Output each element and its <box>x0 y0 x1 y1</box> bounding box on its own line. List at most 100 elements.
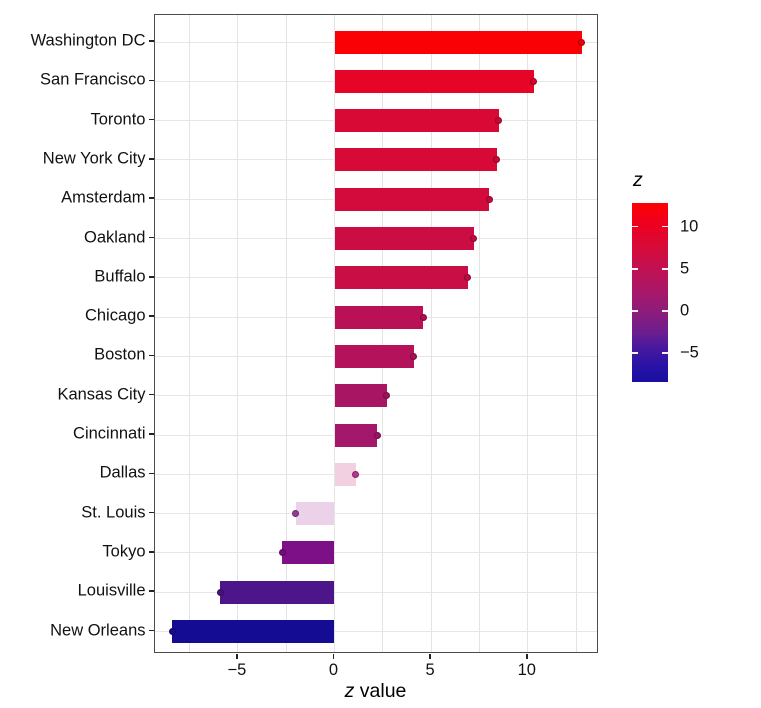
bar-new-orleans <box>172 620 335 643</box>
bar-end-dot <box>464 274 472 282</box>
bar-end-dot <box>352 470 360 478</box>
y-axis-label: Kansas City <box>57 385 146 404</box>
x-axis-label: 0 <box>328 661 339 679</box>
bar-end-dot <box>410 352 418 360</box>
y-axis-label: St. Louis <box>81 503 146 522</box>
gridline-horizontal <box>154 552 597 554</box>
colorbar-label: 10 <box>680 217 699 236</box>
gridline-horizontal <box>154 631 597 632</box>
x-axis-label: −5 <box>227 661 247 679</box>
x-axis-tick <box>429 653 431 659</box>
y-axis-tick <box>148 472 154 475</box>
legend-colorbar <box>632 203 668 382</box>
y-axis-label: Louisville <box>77 581 146 600</box>
gridline-vertical <box>430 15 432 652</box>
y-axis-tick <box>148 40 154 42</box>
gridline-vertical <box>285 15 287 652</box>
bar-cincinnati <box>334 423 378 447</box>
gridline-vertical <box>334 15 335 652</box>
colorbar-tick <box>632 268 638 270</box>
bar-end-dot <box>485 195 493 203</box>
bar-end-dot <box>470 235 478 242</box>
gridline-horizontal <box>154 591 597 593</box>
gridline-vertical <box>527 15 529 652</box>
colorbar-tick <box>632 310 638 312</box>
y-axis-tick <box>148 511 154 514</box>
gridline-vertical <box>237 15 239 652</box>
bar-end-dot <box>278 549 286 557</box>
y-axis-label: Buffalo <box>94 267 146 286</box>
bar-louisville <box>220 580 335 604</box>
y-axis-tick <box>148 118 154 121</box>
bar-end-dot <box>383 392 391 400</box>
x-axis-label: 5 <box>425 661 435 679</box>
y-axis-tick <box>148 393 154 396</box>
y-axis-label: Amsterdam <box>61 188 146 207</box>
y-axis-tick <box>148 590 154 592</box>
bar-end-dot <box>292 510 300 518</box>
bar-end-dot <box>216 588 224 596</box>
bar-washington-dc <box>334 30 582 54</box>
bar-san-francisco <box>334 69 534 93</box>
y-axis-label: Toronto <box>90 110 146 129</box>
bar-end-dot <box>578 38 586 46</box>
y-axis-tick <box>148 629 154 632</box>
colorbar-tick <box>632 352 638 355</box>
bar-dallas <box>334 462 356 486</box>
gridline-vertical <box>575 15 577 652</box>
y-axis-tick <box>148 315 154 317</box>
y-axis-label: Oakland <box>84 228 146 246</box>
legend-title: z <box>633 169 643 191</box>
bar-end-dot <box>530 77 538 85</box>
y-axis-label: New York City <box>42 149 146 168</box>
gridline-vertical <box>189 15 191 652</box>
x-axis-tick <box>332 653 335 659</box>
y-axis-tick <box>148 158 154 160</box>
bar-amsterdam <box>334 187 490 211</box>
y-axis-tick <box>148 79 154 82</box>
gridline-horizontal <box>154 473 597 475</box>
colorbar-tick <box>662 268 668 270</box>
plot-panel <box>153 14 598 653</box>
x-axis-tick <box>526 653 528 659</box>
x-axis-title-text: value <box>354 680 407 702</box>
x-axis-label: 10 <box>517 661 536 679</box>
bar-end-dot <box>168 628 176 635</box>
y-axis-tick <box>148 551 154 553</box>
y-axis-tick <box>148 354 154 357</box>
y-axis-label: Washington DC <box>30 31 146 50</box>
bar-oakland <box>334 227 474 250</box>
gridline-vertical <box>382 15 384 652</box>
colorbar-label: 0 <box>680 301 690 320</box>
y-axis-tick <box>148 197 154 199</box>
y-axis-label: Tokyo <box>102 542 146 561</box>
colorbar-tick <box>662 225 668 228</box>
colorbar-label: −5 <box>680 343 699 362</box>
bar-kansas-city <box>334 384 387 408</box>
bar-st-louis <box>295 502 335 526</box>
y-axis-label: Chicago <box>84 306 146 325</box>
y-axis-label: New Orleans <box>50 621 146 639</box>
colorbar-tick <box>662 310 668 312</box>
bar-new-york-city <box>334 148 497 172</box>
y-axis-tick <box>148 236 154 239</box>
colorbar-tick <box>632 225 638 228</box>
bar-boston <box>334 344 414 368</box>
y-axis-tick <box>148 433 154 435</box>
bar-toronto <box>334 109 499 133</box>
bar-end-dot <box>495 117 503 125</box>
bar-end-dot <box>419 313 427 321</box>
bar-tokyo <box>282 541 335 565</box>
y-axis-label: Cincinnati <box>73 424 146 443</box>
bar-end-dot <box>493 156 501 164</box>
colorbar-tick <box>662 352 668 355</box>
y-axis-tick <box>148 276 154 278</box>
x-axis-title-symbol: z <box>344 680 355 702</box>
x-axis-title: z value <box>293 680 458 703</box>
y-axis-label: Dallas <box>99 463 146 482</box>
bar-end-dot <box>373 431 381 439</box>
x-axis-tick <box>236 653 238 659</box>
y-axis-label: San Francisco <box>40 70 146 89</box>
bar-chicago <box>334 305 424 329</box>
